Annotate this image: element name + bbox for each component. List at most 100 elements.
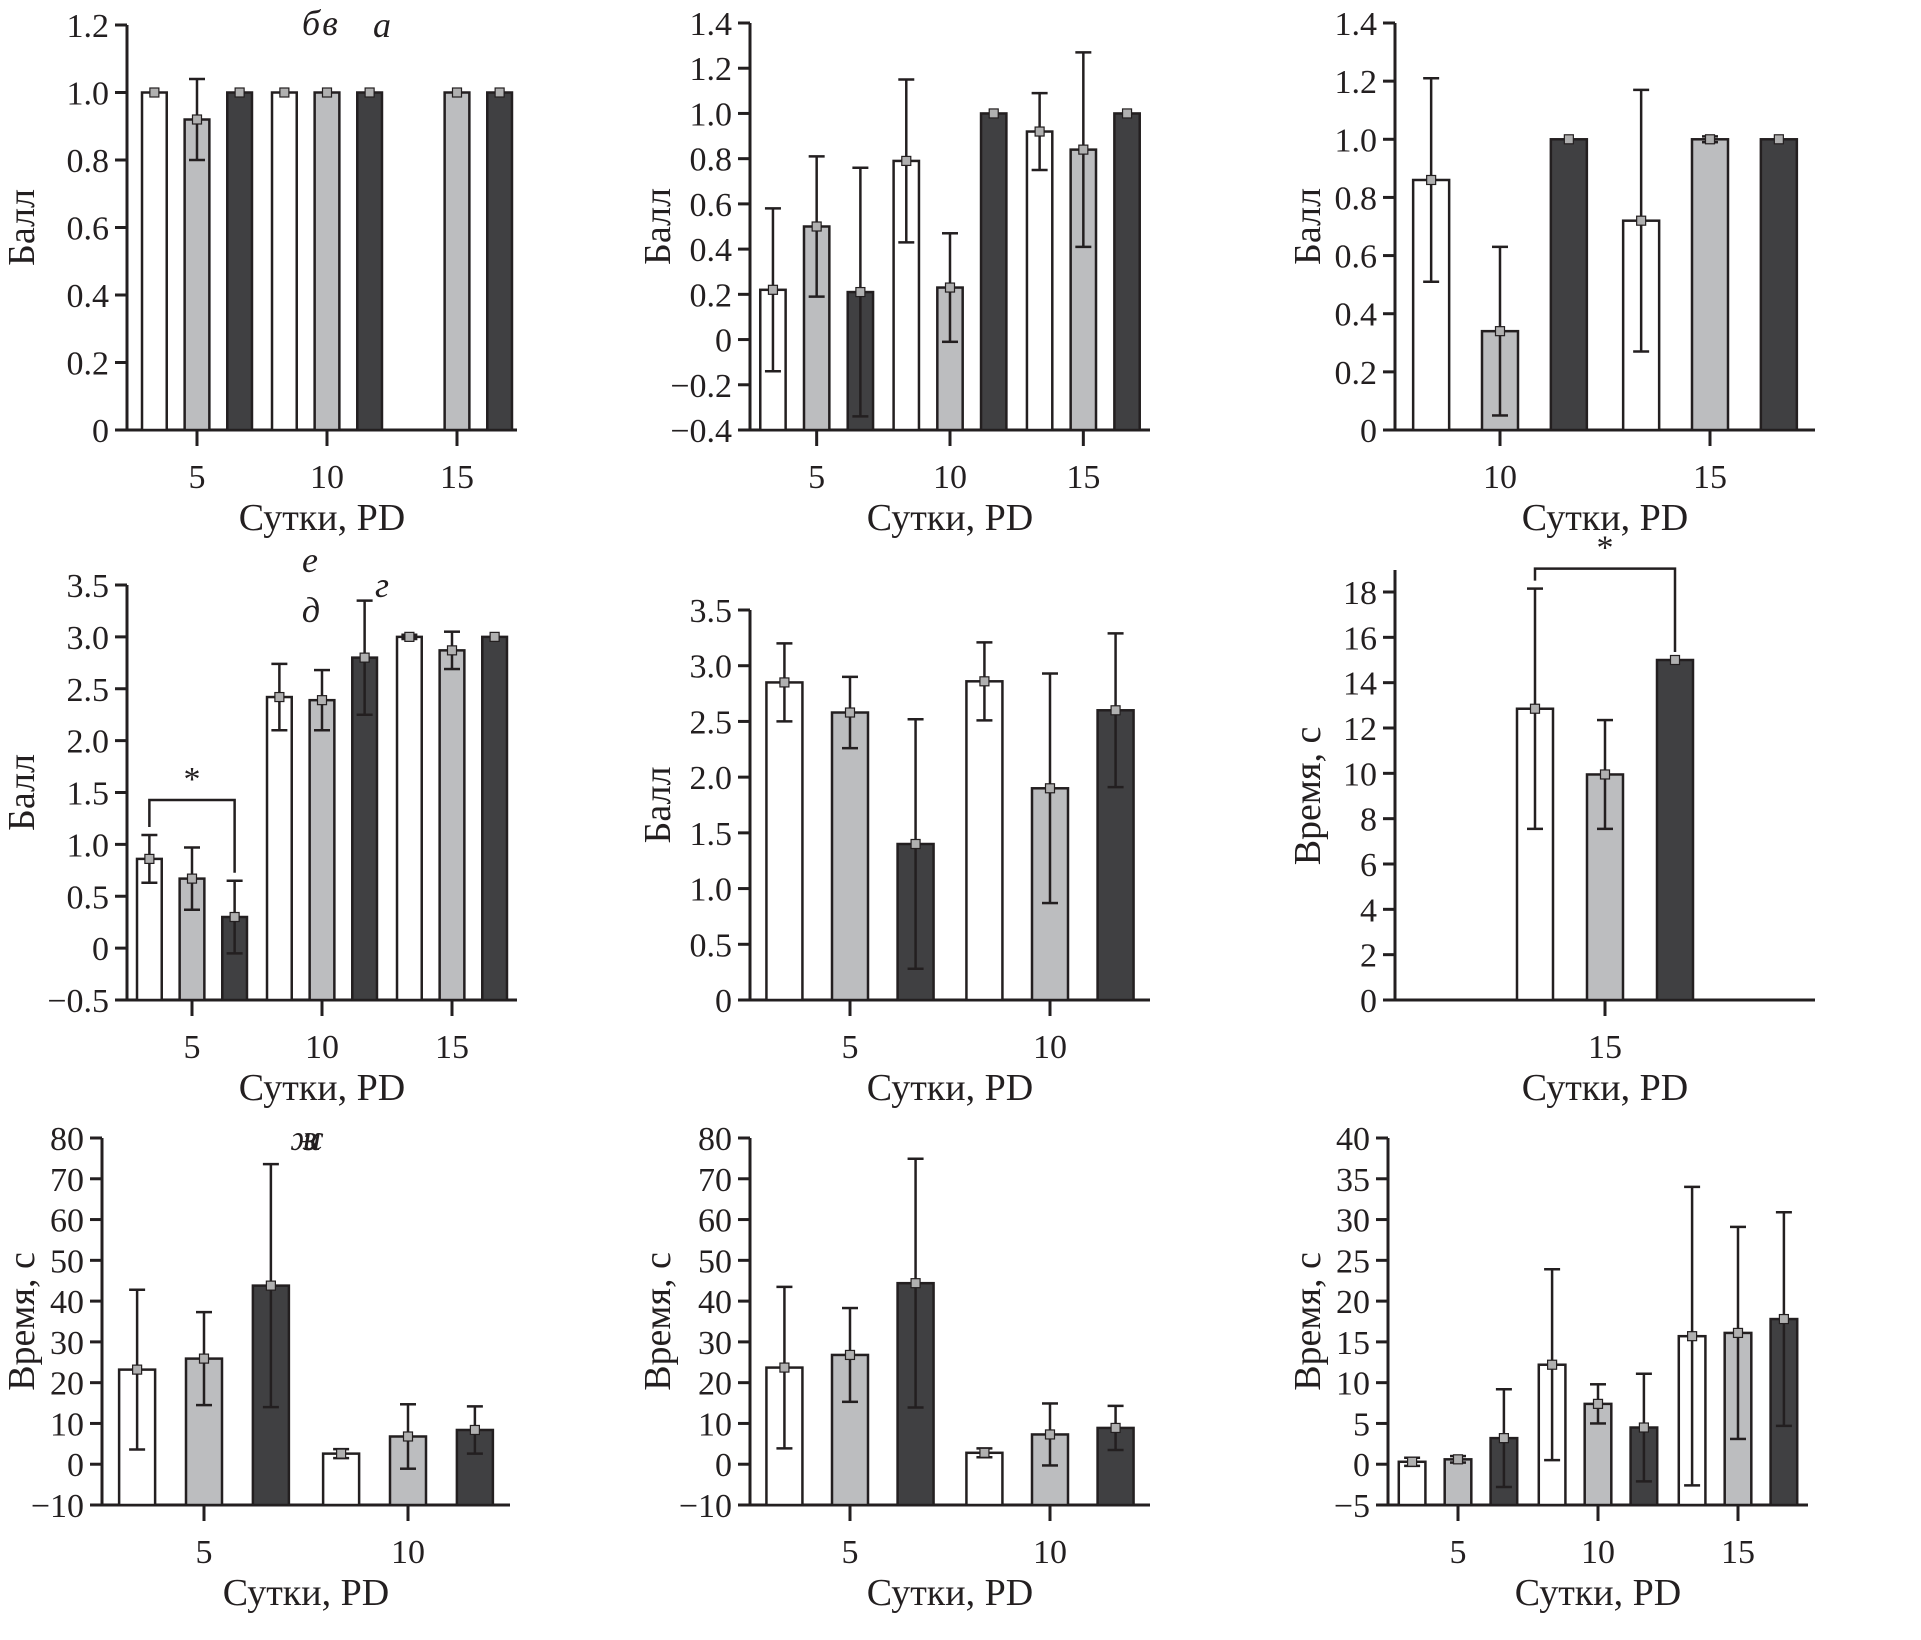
bar-group2-15	[438, 649, 466, 1002]
mean-marker	[1494, 326, 1506, 337]
bar-group2-10	[313, 91, 341, 432]
mean-marker	[489, 631, 500, 642]
mean-marker	[274, 691, 285, 703]
x-tick-label: 15	[1588, 1029, 1622, 1066]
mean-marker	[494, 87, 505, 98]
y-tick-label: 6	[1360, 847, 1377, 884]
x-tick-label: 5	[1450, 1534, 1467, 1571]
y-tick-label: 70	[698, 1162, 732, 1199]
mean-marker	[144, 853, 155, 864]
mean-marker	[1044, 783, 1056, 794]
y-tick-label: 0	[92, 931, 109, 968]
x-axis-title: Сутки, PD	[239, 1067, 405, 1109]
x-tick-label: 5	[189, 459, 206, 496]
mean-marker	[1044, 1429, 1056, 1440]
y-tick-label: 1.0	[1335, 122, 1378, 159]
y-tick-label: 0.6	[67, 211, 110, 248]
y-tick-label: 3.0	[690, 649, 733, 686]
mean-marker	[779, 677, 790, 688]
panel-letter: и	[303, 1118, 321, 1158]
y-axis-title: Балл	[1, 754, 43, 831]
x-axis-title: Сутки, PD	[867, 1572, 1033, 1614]
mean-marker	[1110, 705, 1121, 716]
y-tick-label: 0.4	[67, 278, 110, 315]
bar-group1-10	[965, 680, 1004, 1002]
significance-bracket	[1533, 567, 1677, 652]
x-tick-label: 10	[391, 1534, 425, 1571]
mean-marker	[910, 1278, 921, 1289]
x-tick-label: 15	[1693, 459, 1727, 496]
mean-marker	[767, 284, 779, 295]
mean-marker	[279, 87, 290, 98]
y-tick-label: 5	[1353, 1406, 1370, 1443]
x-tick-label: 15	[440, 459, 474, 496]
y-tick-label: 60	[50, 1203, 84, 1240]
x-tick-label: 5	[842, 1029, 859, 1066]
mean-marker	[855, 286, 866, 298]
y-tick-label: 0.2	[67, 346, 110, 383]
mean-marker	[1426, 174, 1437, 186]
bar-group1-5	[1397, 1460, 1427, 1507]
y-tick-label: 10	[698, 1406, 732, 1443]
mean-marker	[321, 87, 333, 98]
bar-group3-10	[1549, 138, 1589, 432]
y-axis-title: Балл	[637, 188, 679, 265]
y-tick-label: 50	[50, 1243, 84, 1280]
y-tick-label: 10	[1343, 756, 1377, 793]
y-tick-label: 1.0	[690, 872, 733, 909]
x-axis-title: Сутки, PD	[223, 1572, 389, 1614]
mean-marker	[1686, 1331, 1698, 1342]
x-tick-label: 15	[1721, 1534, 1755, 1571]
mean-marker	[1498, 1433, 1510, 1444]
mean-marker	[1773, 134, 1784, 145]
mean-marker	[1638, 1422, 1650, 1433]
x-tick-label: 10	[1581, 1534, 1615, 1571]
chart-panel-а: 0 0.2 0.4 0.6 0.8 1.0 1.2 Балл а 5 10 15 Сутки, PD	[1, 5, 517, 539]
bar-group1-15	[395, 635, 423, 1002]
panel-letter: д	[302, 590, 320, 630]
mean-marker	[1452, 1454, 1464, 1465]
y-tick-label: 1.0	[67, 76, 110, 113]
x-tick-label: 5	[196, 1534, 213, 1571]
y-tick-label: 0.8	[1335, 180, 1378, 217]
mean-marker	[229, 911, 240, 923]
mean-marker	[446, 645, 458, 656]
y-tick-label: −0.4	[670, 413, 732, 450]
y-tick-label: 70	[50, 1162, 84, 1199]
y-tick-label: 30	[50, 1325, 84, 1362]
bar-group2-15	[443, 91, 471, 432]
y-tick-label: 1.5	[67, 776, 110, 813]
mean-marker	[1034, 126, 1045, 137]
x-tick-label: 10	[1483, 459, 1517, 496]
y-tick-label: 2.5	[690, 704, 733, 741]
y-axis-title: Время, с	[1287, 1252, 1329, 1391]
y-tick-label: −5	[1334, 1488, 1370, 1525]
y-tick-label: 1.0	[690, 96, 733, 133]
y-tick-label: 60	[698, 1203, 732, 1240]
y-tick-label: 0.4	[690, 232, 733, 269]
bar-group1-10	[321, 1452, 361, 1507]
bar-group1-15	[1025, 130, 1054, 432]
y-axis-title: Балл	[1287, 188, 1329, 265]
y-tick-label: 16	[1343, 620, 1377, 657]
y-tick-label: 35	[1336, 1162, 1370, 1199]
y-tick-label: 1.2	[690, 51, 733, 88]
mean-marker	[1546, 1359, 1558, 1370]
x-tick-label: 10	[310, 459, 344, 496]
mean-marker	[779, 1362, 790, 1373]
x-tick-label: 5	[184, 1029, 201, 1066]
x-axis-title: Сутки, PD	[867, 497, 1033, 539]
y-tick-label: 0	[715, 323, 732, 360]
y-tick-label: 0.4	[1335, 297, 1378, 334]
y-tick-label: 40	[50, 1284, 84, 1321]
y-tick-label: 80	[50, 1121, 84, 1158]
y-tick-label: 30	[698, 1325, 732, 1362]
bar-group2-5	[830, 711, 870, 1002]
mean-marker	[1732, 1327, 1744, 1339]
x-axis-title: Сутки, PD	[1515, 1572, 1681, 1614]
y-tick-label: −10	[679, 1488, 732, 1525]
mean-marker	[1563, 134, 1574, 145]
mean-marker	[364, 87, 375, 98]
y-axis-title: Балл	[1, 189, 43, 266]
